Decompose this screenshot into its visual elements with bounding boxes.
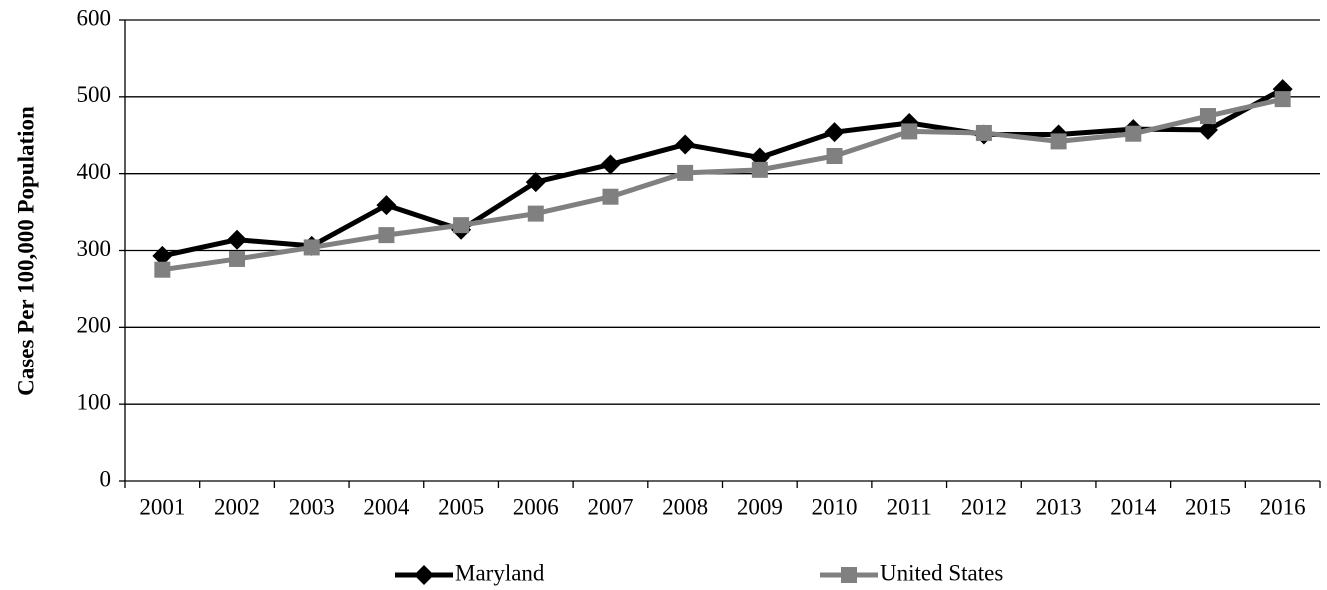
x-tick-label: 2016 [1260, 494, 1306, 519]
marker [602, 188, 619, 205]
y-tick-label: 100 [77, 389, 112, 414]
marker [600, 154, 621, 175]
series-line [161, 86, 1284, 259]
x-tick-label: 2015 [1185, 494, 1231, 519]
y-tick-label: 400 [77, 159, 112, 184]
legend-label: United States [880, 560, 1003, 585]
y-tick-label: 200 [77, 313, 112, 338]
marker [824, 122, 845, 143]
marker [1274, 91, 1291, 108]
marker [675, 134, 696, 155]
marker [152, 245, 173, 266]
marker [376, 195, 397, 216]
x-tick-label: 2004 [363, 494, 410, 519]
marker [1197, 119, 1218, 140]
marker [378, 227, 395, 244]
x-tick-label: 2014 [1110, 494, 1157, 519]
legend-marker [414, 565, 434, 585]
marker [901, 123, 918, 140]
x-tick-label: 2008 [662, 494, 708, 519]
marker [826, 147, 843, 164]
y-axis-label: Cases Per 100,000 Population [13, 106, 38, 396]
x-tick-label: 2001 [139, 494, 185, 519]
marker [154, 261, 171, 278]
x-tick-label: 2009 [737, 494, 783, 519]
marker [751, 161, 768, 178]
marker [1050, 133, 1067, 150]
y-tick-label: 500 [77, 82, 112, 107]
marker [975, 124, 992, 141]
y-tick-label: 300 [77, 236, 112, 261]
x-tick-label: 2003 [289, 494, 335, 519]
marker [227, 229, 248, 250]
x-tick-label: 2011 [887, 494, 932, 519]
x-tick-label: 2012 [961, 494, 1007, 519]
x-tick-label: 2005 [438, 494, 484, 519]
marker [453, 217, 470, 234]
x-tick-label: 2010 [812, 494, 858, 519]
x-tick-label: 2006 [513, 494, 559, 519]
x-tick-label: 2013 [1036, 494, 1082, 519]
marker [677, 164, 694, 181]
y-tick-label: 600 [77, 5, 112, 30]
marker [1199, 108, 1216, 125]
y-tick-label: 0 [100, 466, 112, 491]
marker [229, 250, 246, 267]
x-tick-label: 2007 [587, 494, 633, 519]
legend-label: Maryland [455, 560, 545, 585]
legend-marker [841, 567, 857, 583]
x-tick-label: 2002 [214, 494, 260, 519]
marker [525, 172, 546, 193]
marker [1125, 125, 1142, 142]
marker [527, 205, 544, 222]
series-line [161, 96, 1284, 273]
marker [303, 239, 320, 256]
